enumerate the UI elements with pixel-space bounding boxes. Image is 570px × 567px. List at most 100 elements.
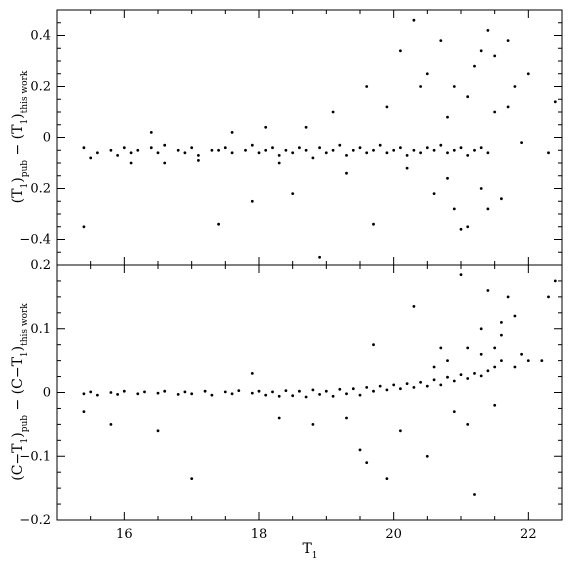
data-point [425, 72, 429, 76]
data-point [399, 49, 402, 53]
data-point [399, 429, 402, 433]
data-point [271, 390, 274, 394]
y-tick-label: 0 [43, 131, 51, 146]
data-point [338, 143, 342, 147]
data-point [129, 161, 133, 165]
data-point [547, 151, 550, 155]
data-point [439, 383, 443, 387]
data-point [493, 346, 497, 350]
data-point [439, 39, 443, 42]
y-tick-label: 0.1 [30, 322, 51, 337]
top-y-axis-label: (T1)pub − (T1)this work [10, 70, 30, 203]
data-point [291, 192, 295, 196]
data-point [331, 110, 335, 114]
data-point [452, 379, 456, 383]
data-point [399, 387, 402, 391]
data-point [122, 146, 126, 150]
data-point [425, 454, 429, 458]
data-point [143, 390, 146, 394]
data-point [324, 151, 328, 155]
data-point [520, 141, 523, 145]
y-tick-label: −0.2 [19, 513, 51, 528]
y-tick-label: 0 [43, 386, 51, 401]
data-point [223, 146, 227, 150]
data-point [89, 156, 93, 160]
data-point [244, 148, 247, 152]
data-point [197, 154, 200, 157]
data-point [149, 131, 153, 134]
data-point [486, 369, 490, 373]
data-point [318, 146, 321, 150]
data-point [311, 423, 315, 426]
data-point [493, 365, 497, 369]
data-point [122, 389, 126, 393]
top-y-tick-labels: −0.4 0.2 0 0.2 0.4 [19, 29, 51, 248]
data-point [324, 389, 328, 393]
data-point [452, 85, 456, 88]
data-point [96, 151, 99, 155]
data-point [311, 156, 315, 160]
data-point [486, 207, 490, 211]
data-point [163, 161, 167, 165]
y-tick-label: 0.4 [30, 29, 51, 44]
data-point [459, 146, 463, 150]
data-point [210, 393, 214, 397]
data-point [412, 386, 416, 389]
data-point [513, 365, 517, 369]
data-point [412, 305, 416, 308]
data-point [210, 148, 214, 152]
data-point [176, 148, 180, 152]
data-point [372, 148, 375, 152]
data-point [432, 365, 436, 369]
bottom-y-axis-label: (C−T1)pub − (C−T1)this work [10, 303, 30, 481]
data-point [257, 389, 261, 393]
data-point [190, 477, 194, 480]
data-point [109, 391, 113, 394]
data-point [493, 110, 497, 114]
top-plot-frame [56, 9, 563, 266]
data-point [365, 461, 369, 464]
data-point [156, 391, 160, 395]
data-point [351, 387, 355, 391]
top-data-points [82, 18, 557, 259]
top-ticks [56, 9, 563, 266]
data-point [304, 125, 308, 129]
data-point [479, 327, 483, 331]
data-point [149, 146, 153, 150]
data-point [425, 384, 429, 388]
bottom-plot-frame [56, 264, 563, 521]
data-point [250, 143, 254, 147]
data-point [284, 148, 288, 152]
data-point [338, 387, 342, 391]
data-point [479, 187, 483, 190]
data-point [479, 352, 483, 356]
data-point [392, 148, 396, 152]
data-point [351, 148, 355, 152]
bottom-data-points [82, 273, 557, 496]
x-tick-label: 20 [385, 527, 402, 542]
data-point [439, 346, 443, 350]
data-point [479, 146, 483, 150]
data-point [264, 393, 268, 397]
data-point [500, 333, 503, 337]
data-point [298, 146, 301, 150]
data-point [439, 143, 443, 147]
data-point [163, 143, 167, 147]
data-point [466, 95, 470, 99]
data-point [412, 148, 416, 152]
data-point [459, 273, 463, 276]
data-point [378, 143, 382, 147]
data-point [446, 176, 449, 180]
data-point [284, 389, 288, 392]
data-point [526, 359, 530, 362]
data-point [250, 199, 254, 203]
data-point [473, 493, 476, 496]
data-point [452, 410, 456, 413]
data-point [304, 395, 308, 399]
data-point [82, 146, 86, 150]
y-tick-label: −0.1 [19, 449, 51, 464]
data-point [277, 416, 281, 420]
data-point [156, 151, 160, 155]
data-point [432, 148, 436, 152]
